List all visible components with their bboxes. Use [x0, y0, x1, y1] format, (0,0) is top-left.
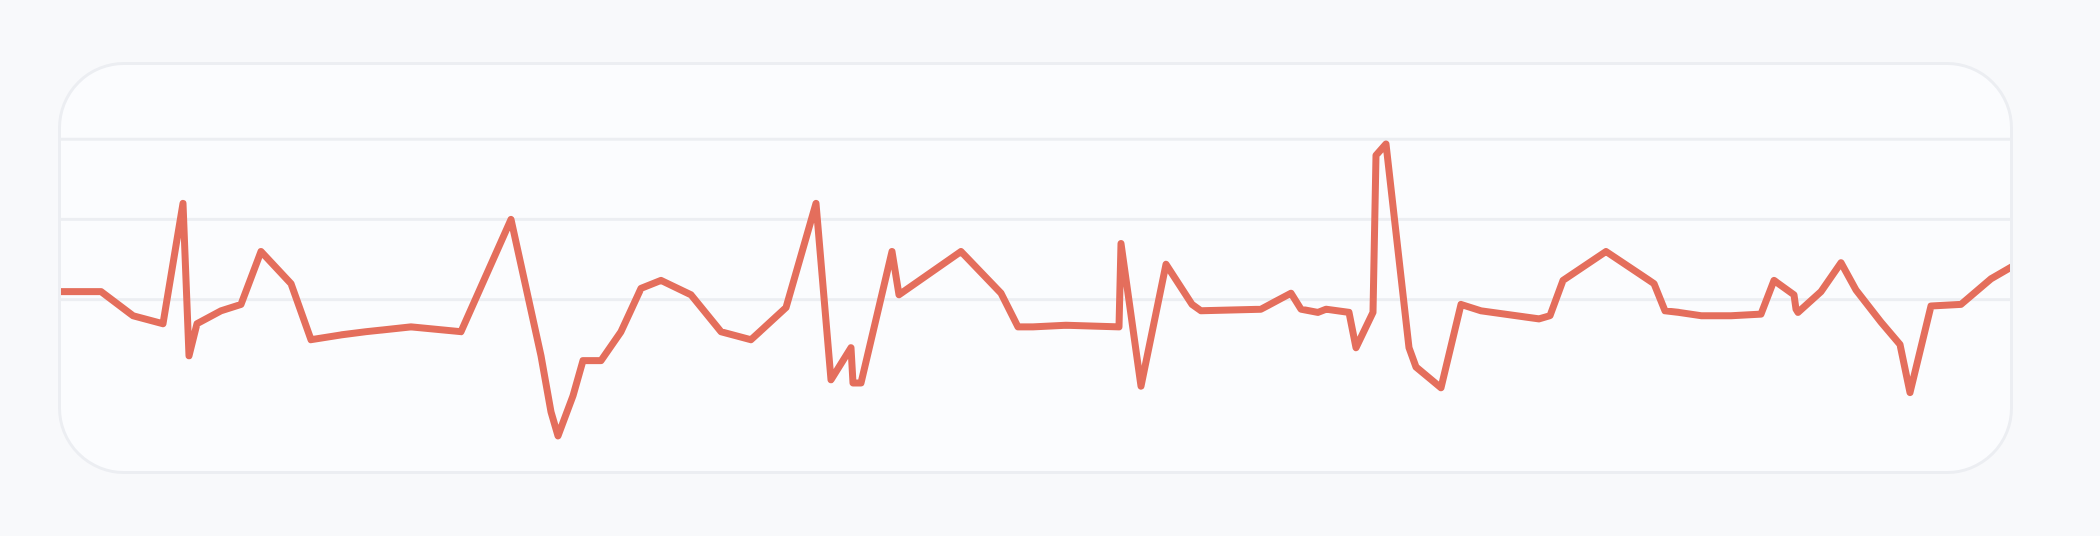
ecg-series-line: [61, 140, 2010, 440]
ecg-chart: [61, 137, 2010, 440]
ecg-chart-card: [58, 62, 2013, 474]
chart-series: [61, 140, 2010, 440]
chart-grid: [61, 137, 2010, 302]
